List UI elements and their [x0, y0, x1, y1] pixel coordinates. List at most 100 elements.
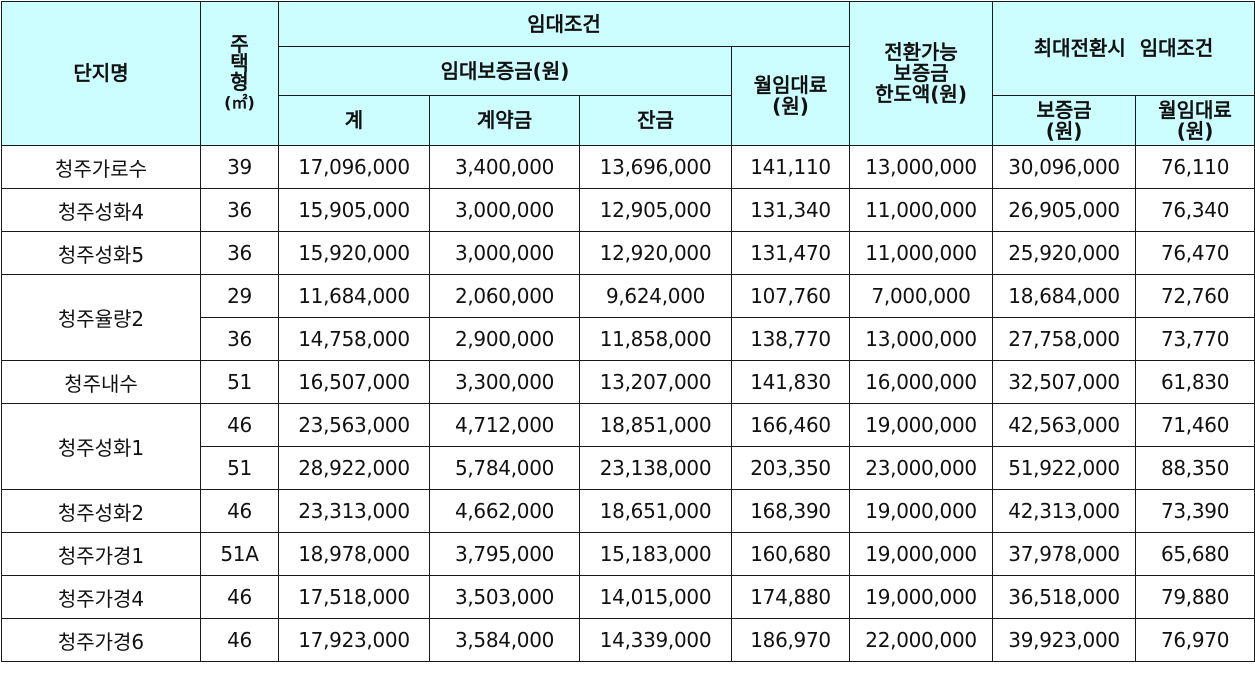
cell-max-monthly-rent: 73,390	[1135, 489, 1255, 533]
cell-max-deposit: 37,978,000	[992, 532, 1137, 576]
cell-housing-type: 51A	[200, 532, 279, 576]
cell-monthly-rent: 168,390	[730, 489, 851, 533]
cell-max-monthly-rent: 65,680	[1135, 532, 1255, 576]
cell-deposit-total: 28,922,000	[278, 446, 430, 490]
cell-deposit-total: 16,507,000	[278, 360, 430, 404]
cell-monthly-rent: 203,350	[730, 446, 851, 490]
cell-deposit-total: 17,518,000	[278, 575, 430, 619]
table-row: 청주가로수 39 17,096,000 3,400,000 13,696,000 141,…	[1, 145, 1255, 189]
cell-deposit-total: 15,920,000	[278, 231, 430, 275]
cell-conversion-limit: 16,000,000	[849, 360, 994, 404]
cell-deposit-total: 11,684,000	[278, 274, 430, 318]
cell-contract-payment: 3,795,000	[429, 532, 580, 576]
cell-complex-name: 청주성화1	[1, 403, 201, 490]
cell-contract-payment: 4,662,000	[429, 489, 580, 533]
cell-monthly-rent: 186,970	[730, 618, 851, 662]
cell-complex-name: 청주내수	[1, 360, 201, 404]
cell-housing-type: 46	[200, 575, 279, 619]
header-max-deposit: 보증금 (원)	[992, 95, 1137, 146]
table-row: 청주성화2 46 23,313,000 4,662,000 18,651,000 168,…	[1, 489, 1255, 533]
cell-monthly-rent: 166,460	[730, 403, 851, 447]
cell-max-deposit: 32,507,000	[992, 360, 1137, 404]
header-max-conversion-conditions: 최대전환시 임대조건	[992, 1, 1255, 96]
cell-deposit-total: 17,923,000	[278, 618, 430, 662]
header-total: 계	[278, 95, 430, 146]
cell-complex-name: 청주성화2	[1, 489, 201, 533]
cell-monthly-rent: 141,110	[730, 145, 851, 189]
header-balance: 잔금	[579, 95, 732, 146]
cell-balance: 12,905,000	[579, 188, 732, 232]
table-body: 청주가로수 39 17,096,000 3,400,000 13,696,000 141,…	[1, 145, 1255, 662]
cell-max-deposit: 42,313,000	[992, 489, 1137, 533]
cell-balance: 13,207,000	[579, 360, 732, 404]
cell-balance: 14,015,000	[579, 575, 732, 619]
cell-contract-payment: 3,300,000	[429, 360, 580, 404]
cell-contract-payment: 4,712,000	[429, 403, 580, 447]
cell-monthly-rent: 131,470	[730, 231, 851, 275]
cell-max-monthly-rent: 71,460	[1135, 403, 1255, 447]
cell-monthly-rent: 160,680	[730, 532, 851, 576]
header-housing-type-label: 주 택 형	[230, 32, 249, 94]
cell-max-deposit: 27,758,000	[992, 317, 1137, 361]
table-row: 청주성화5 36 15,920,000 3,000,000 12,920,000 131,…	[1, 231, 1255, 275]
cell-conversion-limit: 23,000,000	[849, 446, 994, 490]
cell-housing-type: 29	[200, 274, 279, 318]
cell-contract-payment: 5,784,000	[429, 446, 580, 490]
cell-housing-type: 46	[200, 489, 279, 533]
cell-max-deposit: 30,096,000	[992, 145, 1137, 189]
table-row: 청주가경4 46 17,518,000 3,503,000 14,015,000 174,…	[1, 575, 1255, 619]
cell-max-deposit: 26,905,000	[992, 188, 1137, 232]
cell-balance: 9,624,000	[579, 274, 732, 318]
cell-complex-name: 청주율량2	[1, 274, 201, 361]
cell-max-deposit: 18,684,000	[992, 274, 1137, 318]
cell-conversion-limit: 11,000,000	[849, 188, 994, 232]
header-lease-deposit: 임대보증금(원)	[278, 46, 732, 96]
table-row: 청주가경1 51A 18,978,000 3,795,000 15,183,000 160…	[1, 532, 1255, 576]
table-row: 51 28,922,000 5,784,000 23,138,000 203,350 23…	[2, 446, 1255, 490]
cell-conversion-limit: 19,000,000	[849, 403, 994, 447]
table-row: 청주가경6 46 17,923,000 3,584,000 14,339,000 186,…	[1, 618, 1255, 662]
header-housing-type-unit: (㎡)	[224, 93, 255, 112]
header-housing-type: 주 택 형 (㎡)	[200, 1, 279, 146]
table-row: 청주율량2 29 11,684,000 2,060,000 9,624,000 107,7…	[1, 274, 1255, 361]
cell-housing-type: 51	[200, 446, 279, 490]
cell-conversion-limit: 13,000,000	[849, 317, 994, 361]
cell-housing-type: 51	[200, 360, 279, 404]
cell-deposit-total: 17,096,000	[278, 145, 430, 189]
cell-complex-name: 청주가경1	[1, 532, 201, 576]
cell-max-monthly-rent: 61,830	[1135, 360, 1255, 404]
table-row: 청주성화4 36 15,905,000 3,000,000 12,905,000 131,…	[1, 188, 1255, 232]
cell-balance: 13,696,000	[579, 145, 732, 189]
cell-contract-payment: 2,900,000	[429, 317, 580, 361]
cell-max-monthly-rent: 76,470	[1135, 231, 1255, 275]
cell-max-monthly-rent: 72,760	[1135, 274, 1255, 318]
cell-balance: 18,651,000	[579, 489, 732, 533]
lease-conditions-table: 단지명 주 택 형 (㎡) 임대조건 전환가능 보증금 한도액(원) 최대전환시…	[1, 1, 1255, 662]
cell-contract-payment: 3,503,000	[429, 575, 580, 619]
cell-balance: 14,339,000	[579, 618, 732, 662]
cell-housing-type: 46	[200, 403, 279, 447]
table-row: 청주내수 51 16,507,000 3,300,000 13,207,000 141,8…	[1, 360, 1255, 404]
cell-contract-payment: 3,000,000	[429, 188, 580, 232]
cell-balance: 11,858,000	[579, 317, 732, 361]
cell-max-deposit: 42,563,000	[992, 403, 1137, 447]
cell-housing-type: 36	[200, 188, 279, 232]
table-row: 청주성화1 46 23,563,000 4,712,000 18,851,000 166,…	[1, 403, 1255, 490]
cell-deposit-total: 14,758,000	[278, 317, 430, 361]
cell-conversion-limit: 7,000,000	[849, 274, 994, 318]
cell-max-deposit: 39,923,000	[992, 618, 1137, 662]
cell-conversion-limit: 11,000,000	[849, 231, 994, 275]
cell-complex-name: 청주성화5	[1, 231, 201, 275]
cell-housing-type: 36	[200, 231, 279, 275]
header-conversion-limit: 전환가능 보증금 한도액(원)	[849, 1, 994, 146]
header-complex-name: 단지명	[1, 1, 201, 146]
cell-contract-payment: 3,584,000	[429, 618, 580, 662]
cell-conversion-limit: 19,000,000	[849, 575, 994, 619]
cell-monthly-rent: 174,880	[730, 575, 851, 619]
cell-contract-payment: 2,060,000	[429, 274, 580, 318]
header-max-monthly-rent: 월임대료 (원)	[1135, 95, 1255, 146]
header-monthly-rent: 월임대료 (원)	[730, 46, 851, 146]
cell-max-deposit: 25,920,000	[992, 231, 1137, 275]
cell-balance: 18,851,000	[579, 403, 732, 447]
cell-max-deposit: 36,518,000	[992, 575, 1137, 619]
